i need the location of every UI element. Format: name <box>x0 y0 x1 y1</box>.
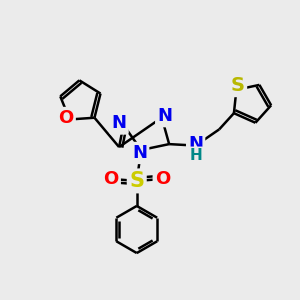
Text: N: N <box>157 107 172 125</box>
Text: O: O <box>103 170 119 188</box>
Text: O: O <box>155 170 170 188</box>
Text: H: H <box>189 148 202 164</box>
Text: N: N <box>132 144 147 162</box>
Text: S: S <box>129 171 144 191</box>
Text: S: S <box>231 76 245 95</box>
Text: O: O <box>58 109 74 127</box>
Text: N: N <box>188 135 203 153</box>
Text: N: N <box>112 115 127 133</box>
